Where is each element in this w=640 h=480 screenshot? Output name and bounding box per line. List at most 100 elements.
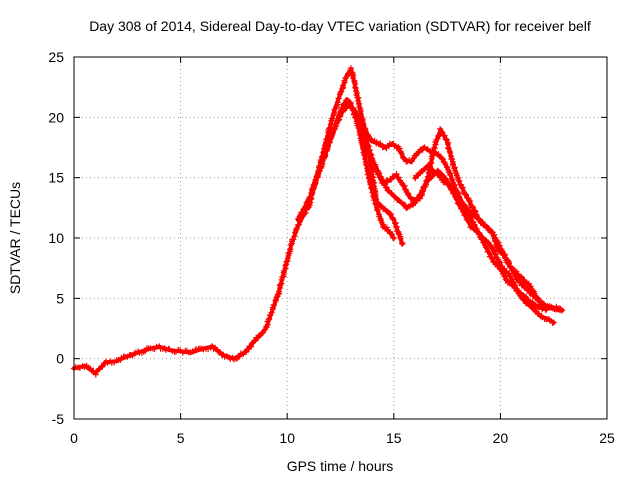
data-point-marker (367, 150, 374, 157)
data-point-marker (459, 206, 466, 212)
data-point-marker (389, 231, 395, 238)
data-point-marker (273, 294, 280, 301)
y-tick-label: 20 (48, 109, 64, 125)
data-point-marker (338, 88, 345, 95)
data-point-marker (420, 145, 427, 152)
tick-labels: 0 5 10 15 20 25 -5 0 5 10 15 20 25 (48, 49, 615, 446)
data-point-marker (405, 191, 412, 198)
data-point-marker (399, 241, 406, 247)
data-point-marker (410, 155, 417, 162)
data-point-marker (293, 225, 300, 231)
y-tick-label: 5 (56, 290, 64, 306)
data-point-marker (521, 284, 528, 291)
data-point-marker (385, 143, 392, 150)
data-point-marker (518, 273, 524, 280)
data-point-marker (431, 144, 438, 151)
data-point-marker (290, 236, 297, 243)
data-point-marker (438, 173, 444, 180)
data-point-marker (491, 247, 497, 254)
data-point-marker (496, 258, 503, 265)
data-point-marker (521, 277, 528, 284)
data-point-marker (365, 131, 371, 138)
data-point-marker (386, 210, 393, 217)
chart-title: Day 308 of 2014, Sidereal Day-to-day VTE… (89, 18, 591, 34)
data-point-marker (514, 272, 521, 279)
data-point-marker (335, 117, 342, 124)
data-point-marker (355, 98, 362, 104)
data-point-marker (476, 231, 483, 238)
x-tick-label: 25 (599, 430, 615, 446)
data-point-marker (489, 244, 496, 251)
data-point-marker (328, 135, 334, 142)
data-point-marker (449, 156, 456, 163)
data-point-marker (322, 152, 329, 158)
data-point-marker (463, 204, 470, 211)
data-point-marker (333, 121, 340, 127)
data-point-marker (463, 191, 470, 198)
data-point-marker (456, 177, 463, 184)
data-point-marker (356, 131, 363, 138)
data-point-marker (427, 159, 434, 166)
data-point-marker (444, 163, 451, 170)
y-tick-label: 0 (56, 351, 64, 367)
y-tick-label: 10 (48, 230, 64, 246)
data-point-marker (248, 343, 255, 350)
data-point-marker (177, 347, 184, 353)
data-point-marker (399, 154, 406, 161)
data-point-marker (439, 129, 446, 136)
data-point-marker (535, 295, 542, 302)
data-point-marker (449, 184, 456, 191)
data-point-marker (395, 174, 402, 181)
data-point-marker (531, 290, 538, 297)
data-point-marker (415, 150, 422, 156)
data-point-marker (483, 245, 490, 252)
data-point-marker (414, 172, 421, 179)
data-point-marker (381, 180, 388, 187)
data-point-marker (310, 186, 317, 193)
series-sat-f (412, 162, 566, 314)
data-point-marker (372, 196, 379, 203)
axis-ticks (73, 56, 608, 420)
data-point-marker (393, 171, 400, 177)
data-point-marker (337, 112, 344, 119)
data-point-marker (335, 95, 342, 102)
data-point-marker (337, 89, 344, 96)
data-point-marker (502, 276, 509, 283)
data-point-marker (90, 367, 97, 374)
data-point-marker (452, 188, 459, 195)
x-tick-label: 15 (386, 430, 402, 446)
data-point-marker (417, 195, 424, 202)
data-point-marker (317, 163, 324, 170)
x-axis-label: GPS time / hours (287, 458, 394, 474)
series-line (72, 97, 396, 376)
data-point-marker (277, 281, 284, 288)
data-point-marker (299, 209, 306, 216)
x-tick-label: 20 (493, 430, 509, 446)
data-point-marker (326, 125, 333, 132)
data-point-marker (395, 197, 402, 203)
data-point-marker (268, 309, 275, 316)
data-point-marker (395, 230, 402, 237)
x-tick-label: 0 (70, 430, 78, 446)
series-sat-b (305, 65, 406, 247)
data-point-marker (358, 125, 365, 132)
data-point-marker (539, 300, 546, 307)
y-tick-label: 15 (48, 170, 64, 186)
data-point-marker (447, 149, 454, 156)
data-point-marker (508, 275, 515, 282)
data-point-marker (390, 216, 397, 223)
data-point-marker (287, 241, 294, 248)
data-point-marker (559, 307, 566, 314)
data-point-marker (390, 235, 397, 241)
data-point-marker (396, 145, 403, 152)
data-series (71, 65, 566, 378)
series-sat-a (71, 97, 397, 378)
data-point-marker (354, 94, 361, 101)
data-point-marker (374, 207, 381, 214)
series-line (413, 163, 565, 313)
x-tick-label: 10 (279, 430, 295, 446)
data-point-marker (512, 282, 519, 289)
data-point-marker (355, 115, 361, 122)
data-point-marker (513, 268, 520, 275)
